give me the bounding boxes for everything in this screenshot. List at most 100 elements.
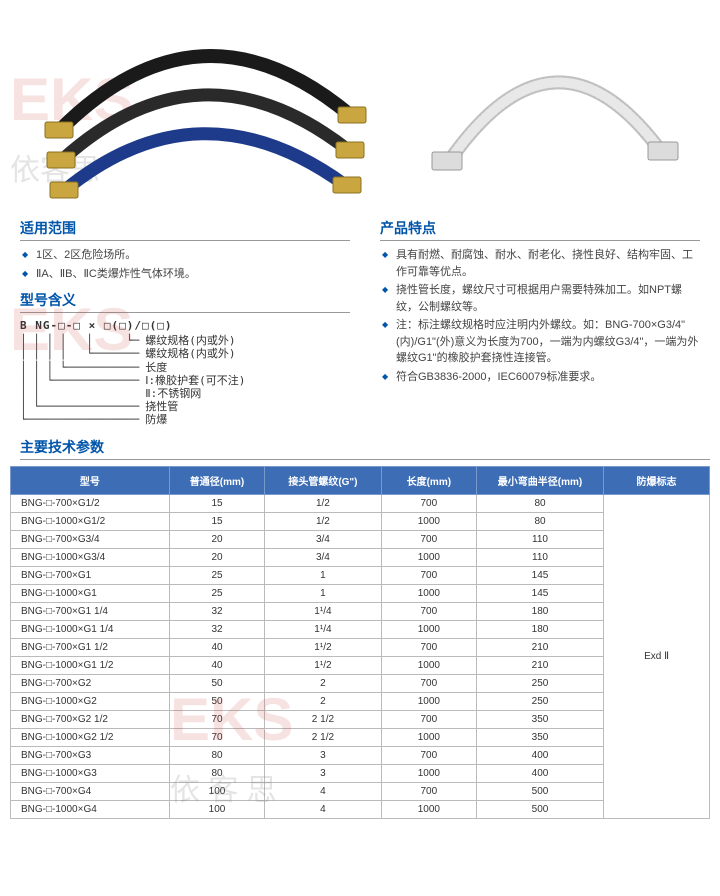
cell-model: BNG-□-700×G3 — [11, 746, 170, 764]
cell-t: 2 — [265, 674, 382, 692]
model-code: B NG-□-□ × □(□)/□(□) — [20, 319, 350, 332]
model-label: 长度 — [139, 361, 167, 374]
cell-model: BNG-□-1000×G3/4 — [11, 548, 170, 566]
cell-l: 700 — [381, 602, 476, 620]
cell-t: 4 — [265, 782, 382, 800]
cell-d: 100 — [169, 782, 264, 800]
content-columns: 适用范围 1区、2区危险场所。 ⅡA、ⅡB、ⅡC类爆炸性气体环境。 型号含义 B… — [0, 210, 720, 427]
table-header-row: 型号 普通径(mm) 接头管螺纹(G") 长度(mm) 最小弯曲半径(mm) 防… — [11, 466, 710, 494]
right-column: 产品特点 具有耐燃、耐腐蚀、耐水、耐老化、挠性良好、结构牢固、工作可靠等优点。 … — [380, 210, 700, 427]
cell-d: 80 — [169, 764, 264, 782]
model-label: 挠性管 — [139, 400, 178, 413]
product-images-row — [0, 0, 720, 210]
th-mark: 防爆标志 — [604, 466, 710, 494]
cell-l: 1000 — [381, 620, 476, 638]
cell-l: 700 — [381, 674, 476, 692]
model-label: 螺纹规格(内或外) — [139, 347, 235, 360]
cell-d: 15 — [169, 512, 264, 530]
cell-t: 1/2 — [265, 512, 382, 530]
cell-d: 25 — [169, 584, 264, 602]
cell-model: BNG-□-1000×G4 — [11, 800, 170, 818]
cell-t: 4 — [265, 800, 382, 818]
cell-l: 1000 — [381, 728, 476, 746]
params-section: 主要技术参数 型号 普通径(mm) 接头管螺纹(G") 长度(mm) 最小弯曲半… — [0, 437, 720, 819]
left-column: 适用范围 1区、2区危险场所。 ⅡA、ⅡB、ⅡC类爆炸性气体环境。 型号含义 B… — [20, 210, 350, 427]
params-table: 型号 普通径(mm) 接头管螺纹(G") 长度(mm) 最小弯曲半径(mm) 防… — [10, 466, 710, 819]
cell-r: 110 — [476, 548, 603, 566]
cell-d: 40 — [169, 638, 264, 656]
cell-model: BNG-□-700×G2 1/2 — [11, 710, 170, 728]
cell-t: 3/4 — [265, 548, 382, 566]
cell-t: 3/4 — [265, 530, 382, 548]
cell-t: 2 — [265, 692, 382, 710]
scope-title: 适用范围 — [20, 218, 350, 241]
cell-model: BNG-□-1000×G2 1/2 — [11, 728, 170, 746]
cell-l: 700 — [381, 494, 476, 512]
cell-l: 700 — [381, 746, 476, 764]
cell-t: 1¹/2 — [265, 638, 382, 656]
model-label: 防爆 — [139, 413, 167, 426]
cell-model: BNG-□-1000×G1 1/4 — [11, 620, 170, 638]
cell-t: 2 1/2 — [265, 710, 382, 728]
features-item: 符合GB3836-2000，IEC60079标准要求。 — [382, 369, 700, 386]
cell-t: 1 — [265, 584, 382, 602]
cell-r: 145 — [476, 566, 603, 584]
cell-model: BNG-□-1000×G1/2 — [11, 512, 170, 530]
cell-l: 700 — [381, 638, 476, 656]
cell-r: 110 — [476, 530, 603, 548]
cell-mark: Exd Ⅱ — [604, 494, 710, 818]
table-row: BNG-□-700×G1/2151/270080Exd Ⅱ — [11, 494, 710, 512]
cell-d: 32 — [169, 620, 264, 638]
cell-model: BNG-□-1000×G1 — [11, 584, 170, 602]
cell-r: 500 — [476, 782, 603, 800]
cell-r: 250 — [476, 692, 603, 710]
cell-t: 2 1/2 — [265, 728, 382, 746]
features-title: 产品特点 — [380, 218, 700, 241]
cell-l: 700 — [381, 710, 476, 728]
cell-d: 80 — [169, 746, 264, 764]
cell-d: 25 — [169, 566, 264, 584]
cell-l: 1000 — [381, 800, 476, 818]
cell-d: 40 — [169, 656, 264, 674]
cell-d: 100 — [169, 800, 264, 818]
cell-model: BNG-□-1000×G3 — [11, 764, 170, 782]
cell-r: 180 — [476, 602, 603, 620]
cell-model: BNG-□-700×G1 1/2 — [11, 638, 170, 656]
cell-model: BNG-□-700×G1 1/4 — [11, 602, 170, 620]
th-radius: 最小弯曲半径(mm) — [476, 466, 603, 494]
cell-r: 210 — [476, 638, 603, 656]
cell-r: 180 — [476, 620, 603, 638]
model-label: Ⅱ:不锈钢网 — [139, 387, 201, 400]
cell-t: 1 — [265, 566, 382, 584]
cell-l: 1000 — [381, 656, 476, 674]
cell-model: BNG-□-700×G1/2 — [11, 494, 170, 512]
cell-l: 1000 — [381, 548, 476, 566]
cell-d: 20 — [169, 530, 264, 548]
cell-r: 250 — [476, 674, 603, 692]
cell-d: 50 — [169, 692, 264, 710]
model-label: 螺纹规格(内或外) — [139, 334, 235, 347]
cell-l: 1000 — [381, 764, 476, 782]
th-model: 型号 — [11, 466, 170, 494]
model-title: 型号含义 — [20, 290, 350, 313]
features-item: 具有耐燃、耐腐蚀、耐水、耐老化、挠性良好、结构牢固、工作可靠等优点。 — [382, 247, 700, 280]
cell-model: BNG-□-1000×G1 1/2 — [11, 656, 170, 674]
cell-r: 350 — [476, 728, 603, 746]
cell-l: 700 — [381, 530, 476, 548]
scope-item: 1区、2区危险场所。 — [22, 247, 350, 264]
th-thread: 接头管螺纹(G") — [265, 466, 382, 494]
scope-list: 1区、2区危险场所。 ⅡA、ⅡB、ⅡC类爆炸性气体环境。 — [20, 247, 350, 282]
features-item: 注：标注螺纹规格时应注明内外螺纹。如：BNG-700×G3/4"(内)/G1"(… — [382, 317, 700, 367]
features-list: 具有耐燃、耐腐蚀、耐水、耐老化、挠性良好、结构牢固、工作可靠等优点。 挠性管长度… — [380, 247, 700, 385]
cell-d: 70 — [169, 728, 264, 746]
cell-l: 1000 — [381, 692, 476, 710]
cell-d: 20 — [169, 548, 264, 566]
product-image-rubber-hoses — [20, 10, 380, 210]
cell-model: BNG-□-700×G2 — [11, 674, 170, 692]
cell-model: BNG-□-700×G4 — [11, 782, 170, 800]
cell-r: 80 — [476, 512, 603, 530]
cell-r: 400 — [476, 746, 603, 764]
cell-t: 3 — [265, 746, 382, 764]
cell-r: 400 — [476, 764, 603, 782]
cell-d: 70 — [169, 710, 264, 728]
